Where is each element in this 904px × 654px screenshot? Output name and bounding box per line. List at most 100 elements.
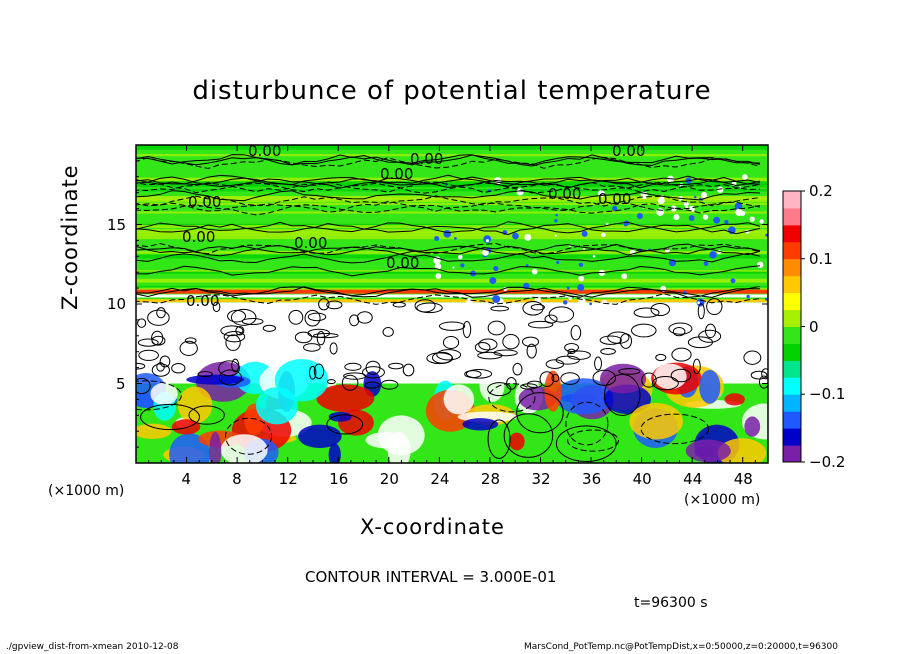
contour-line (692, 358, 701, 375)
field-speck (592, 254, 596, 258)
field-speck (568, 296, 572, 301)
contour-line (326, 300, 343, 310)
field-speck (483, 235, 492, 244)
colorbar-swatch (783, 292, 801, 311)
heatmap-field (136, 145, 768, 463)
field-speck (452, 266, 455, 269)
contour-line (136, 174, 761, 187)
contour-line (618, 368, 641, 375)
field-blob (508, 432, 525, 451)
contour-line (235, 326, 245, 336)
contour-line (706, 298, 723, 316)
contour-line (137, 338, 159, 347)
contour-line (539, 371, 555, 387)
contour-line (156, 307, 166, 319)
contour-line (356, 311, 373, 324)
contour-line (564, 342, 579, 353)
field-speck (697, 301, 700, 305)
colorbar-swatch (783, 207, 801, 226)
field-band (136, 234, 768, 240)
colorbar-swatch (783, 445, 801, 463)
field-speck (701, 191, 708, 198)
x-tick-label: 4 (181, 470, 192, 488)
contour-line (551, 374, 560, 383)
field-speck (601, 232, 606, 238)
contour-line (136, 221, 761, 234)
contour-line (465, 369, 493, 379)
contour-line (544, 314, 558, 324)
field-speck (566, 286, 570, 290)
contour-line (136, 223, 761, 236)
contour-line (520, 383, 538, 390)
x-tick-label: 24 (430, 470, 450, 488)
contour-line (136, 176, 761, 189)
contour-line (136, 252, 761, 264)
colorbar-swatch (783, 275, 801, 294)
field-speck (756, 261, 764, 269)
contour-line (171, 363, 186, 374)
x-axis-label: X-coordinate (360, 515, 505, 539)
field-speck (578, 262, 584, 267)
contour-line (380, 379, 399, 390)
contour-line (136, 154, 761, 167)
x-tick-label: 16 (329, 470, 349, 488)
field-speck (739, 210, 746, 216)
contour-line (652, 376, 679, 391)
field-blob (274, 359, 329, 402)
contour-line (516, 392, 564, 434)
field-speck (583, 247, 586, 251)
contour-line (687, 336, 714, 349)
field-band (136, 294, 768, 298)
contour-line (136, 181, 761, 194)
colorbar-tick-label: 0.2 (809, 182, 833, 200)
colorbar-swatch (783, 191, 801, 209)
contour-line (136, 362, 146, 370)
contour-line (600, 347, 616, 355)
contour-line (151, 335, 166, 346)
time-stamp: t=96300 s (634, 595, 708, 611)
field-band (136, 211, 768, 214)
contour-line (197, 371, 213, 378)
contour-line (436, 349, 462, 361)
field-blob (177, 386, 213, 424)
field-speck (666, 175, 675, 183)
field-speck (742, 174, 748, 180)
contour-line (241, 317, 264, 325)
field-blob (699, 369, 721, 404)
contour-line (136, 377, 151, 395)
field-speck (458, 254, 463, 260)
field-blob (220, 434, 268, 463)
field-blob (365, 431, 406, 449)
field-band (136, 196, 768, 199)
contour-line (698, 329, 722, 343)
field-band (136, 270, 768, 272)
field-band (136, 198, 768, 202)
contour-line (179, 340, 198, 356)
y-unit-label: (×1000 m) (48, 483, 125, 499)
contour-value-label: 0.00 (248, 142, 282, 160)
field-band (136, 281, 768, 283)
contour-line (225, 334, 241, 351)
field-band (136, 299, 768, 303)
contour-line (341, 374, 359, 391)
x-tick-label: 12 (278, 470, 298, 488)
contour-line (307, 312, 327, 322)
field-speck (713, 216, 721, 224)
contour-line (392, 302, 406, 308)
contour-value-label: 0.00 (182, 228, 216, 246)
x-tick-label: 8 (232, 470, 242, 488)
contour-line (318, 298, 330, 311)
contour-value-label: 0.00 (612, 142, 646, 160)
contour-line (670, 368, 692, 383)
field-speck (702, 214, 709, 220)
field-band (136, 177, 768, 182)
contour-interval-note: CONTOUR INTERVAL = 3.000E-01 (305, 568, 557, 586)
field-speck (435, 273, 442, 279)
colorbar-swatch (783, 224, 801, 243)
field-speck (749, 216, 755, 222)
field-speck (555, 213, 558, 217)
contour-line (462, 321, 472, 338)
contour-line (750, 370, 768, 380)
contour-line (382, 327, 394, 337)
